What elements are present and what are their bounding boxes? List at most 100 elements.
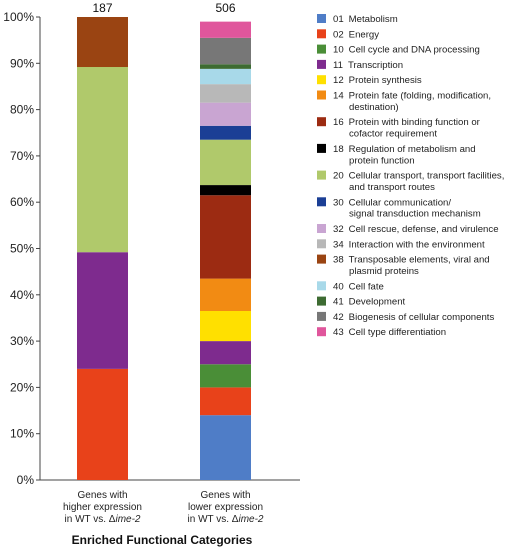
legend-code: 11 [333,60,343,71]
legend-swatch [317,90,326,100]
legend-name: Cell type differentiation [349,327,446,338]
legend-label: 01 Metabolism [333,14,398,25]
legend-swatch [317,197,326,207]
bars-group [77,17,251,480]
legend-item-01: 01 Metabolism [317,14,398,25]
category-label-line: higher expression [63,502,142,513]
legend-swatch [317,14,326,23]
legend-label: 43 Cell type differentiation [333,327,446,338]
y-tick-label: 40% [10,288,34,302]
legend-label: 12 Protein synthesis [333,75,422,86]
legend-item-02: 02 Energy [317,29,379,40]
legend-code: 40 [333,281,344,292]
legend-label: 14 Protein fate (folding, modification, [333,91,491,102]
bar-segment-43-cat2 [200,21,251,38]
legend-code: 38 [333,255,344,266]
category-label-gene: ime-2 [238,514,263,525]
y-tick-label: 30% [10,334,34,348]
y-tick-label: 90% [10,56,34,70]
bar-segment-32-cat2 [200,102,251,126]
category-label-line: lower expression [188,502,263,513]
bar-segment-20-cat2 [200,139,251,186]
y-tick-label: 10% [10,427,34,441]
legend-name-continued: protein function [349,155,415,166]
legend: 01 Metabolism 02 Energy 10 Cell cycle and DNA… [317,14,504,338]
legend-item-11: 11 Transcription [317,59,403,71]
legend-swatch [317,75,326,85]
bar-segment-30-cat2 [200,125,251,140]
category-label-text: higher expression [63,502,142,513]
legend-swatch [317,170,326,180]
category-label-text: Genes with [77,490,127,501]
legend-name: Protein fate (folding, modification, [349,91,491,102]
legend-swatch [317,59,326,69]
category-label-gene: ime-2 [115,514,140,525]
y-tick-label: 70% [10,149,34,163]
legend-label: destination) [349,102,399,113]
legend-label: 38 Transposable elements, viral and [333,255,490,266]
bar-segment-38-cat1 [77,17,128,68]
y-tick-label: 80% [10,103,34,117]
legend-code: 01 [333,14,344,25]
legend-code: 18 [333,144,344,155]
legend-swatch [317,239,326,249]
legend-swatch [317,29,326,39]
bar-segment-40-cat2 [200,68,251,85]
legend-label: 02 Energy [333,29,379,40]
y-tick-label: 60% [10,195,34,209]
bar-segment-11-cat1 [77,252,128,369]
legend-code: 10 [333,45,344,56]
legend-item-42: 42 Biogenesis of cellular components [317,311,494,323]
legend-label: 34 Interaction with the environment [333,239,485,250]
legend-swatch [317,143,326,153]
bar-segment-02-cat1 [77,368,128,480]
legend-item-20: 20 Cellular transport, transport faciliti… [317,170,504,193]
legend-code: 34 [333,239,344,250]
bar-segment-02-cat2 [200,387,251,416]
category-label-line: in WT vs. Δime-2 [188,514,264,525]
legend-label: and transport routes [349,182,435,193]
category-label-text: Genes with [200,490,250,501]
axes-group: 0% 10% 20% 30% 40% 50% 60% 70% 80% 90% 100% [3,10,300,487]
legend-item-40: 40 Cell fate [317,281,384,292]
legend-item-38: 38 Transposable elements, viral andplasmi… [317,254,490,277]
legend-item-34: 34 Interaction with the environment [317,239,485,250]
legend-label: 18 Regulation of metabolism and [333,144,476,155]
legend-name: Cellular communication/ [349,197,452,208]
legend-swatch [317,327,326,337]
legend-label: 30 Cellular communication/ [333,197,451,208]
bar-segment-20-cat1 [77,67,128,253]
legend-name: Cell rescue, defense, and virulence [349,224,499,235]
legend-label: 40 Cell fate [333,281,384,292]
legend-item-16: 16 Protein with binding function orcofact… [317,117,481,140]
legend-item-12: 12 Protein synthesis [317,75,422,86]
legend-code: 20 [333,171,344,182]
legend-label: protein function [349,155,415,166]
y-tick-label: 100% [3,10,34,24]
legend-name: Biogenesis of cellular components [349,312,495,323]
legend-code: 30 [333,197,344,208]
legend-item-41: 41 Development [317,296,406,308]
y-tick-label: 50% [10,242,34,256]
category-label-line: in WT vs. Δime-2 [65,514,141,525]
bar-total-label: 506 [215,1,235,15]
legend-label: signal transduction mechanism [349,209,481,220]
bar-segment-10-cat2 [200,364,251,388]
category-label-delta: Δ [109,514,116,525]
legend-name: Cell fate [349,281,384,292]
legend-code: 02 [333,29,344,40]
legend-name: Metabolism [349,14,398,25]
legend-code: 43 [333,327,344,338]
legend-label: 42 Biogenesis of cellular components [333,312,494,323]
legend-name-continued: and transport routes [349,182,435,193]
bar-segment-42-cat2 [200,37,251,65]
legend-name-continued: cofactor requirement [349,129,437,140]
legend-code: 16 [333,117,344,128]
category-label-line: Genes with [77,490,127,501]
bar-segment-12-cat2 [200,311,251,342]
legend-name: Interaction with the environment [349,239,485,250]
legend-code: 32 [333,224,344,235]
legend-name-continued: signal transduction mechanism [349,209,481,220]
